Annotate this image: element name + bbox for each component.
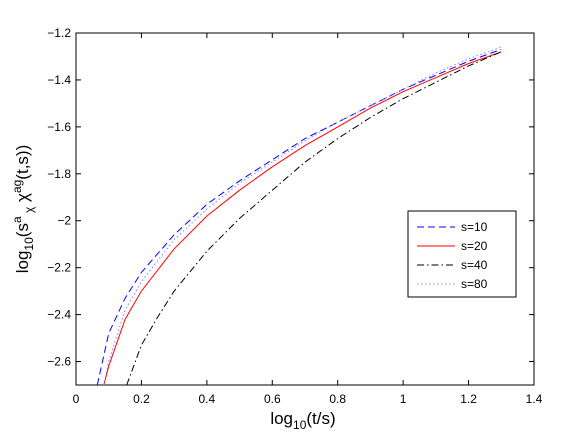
y-tick-label: −1.8 [47, 167, 71, 181]
x-tick-label: 1.2 [460, 392, 477, 406]
y-tick-label: −2.4 [47, 308, 71, 322]
y-tick-label: −1.2 [47, 26, 71, 40]
legend-label: s=10 [461, 220, 488, 234]
ticks-layer [75, 32, 535, 385]
legend-label: s=40 [461, 258, 488, 272]
y-tick-label: −1.4 [47, 73, 71, 87]
x-axis-label: log10(t/s) [270, 409, 335, 432]
y-tick-label: −2 [57, 214, 71, 228]
series-line-s=40 [126, 51, 502, 386]
legend: s=10 s=20 s=40 s=80 [407, 210, 517, 298]
x-tick-label: 0.2 [133, 392, 150, 406]
y-axis-label-group: log10(sa χ χag(t,s)) [10, 145, 36, 274]
x-tick-label: 0.4 [199, 392, 216, 406]
plot-area [75, 32, 535, 386]
series-layer [96, 46, 502, 386]
x-tick-label: 0.6 [264, 392, 281, 406]
legend-label: s=80 [461, 277, 488, 291]
y-tick-label: −2.6 [47, 355, 71, 369]
x-tick-label: 1 [400, 392, 407, 406]
x-tick-label: 0.8 [329, 392, 346, 406]
y-axis-label: log10(sa χ χag(t,s)) [10, 145, 36, 274]
y-tick-label: −1.6 [47, 120, 71, 134]
series-line-s=80 [103, 46, 502, 386]
x-tick-label: 1.4 [526, 392, 543, 406]
series-line-s=10 [96, 48, 502, 386]
legend-label: s=20 [461, 239, 488, 253]
series-line-s=20 [103, 51, 502, 386]
x-tick-label: 0 [73, 392, 80, 406]
legend-box [407, 210, 517, 298]
y-tick-label: −2.2 [47, 261, 71, 275]
labels-layer: 0 0.2 0.4 0.6 0.8 1 1.2 1.4 −2.6 −2.4 −2.2 −2 −1.8 −1… [47, 26, 542, 406]
